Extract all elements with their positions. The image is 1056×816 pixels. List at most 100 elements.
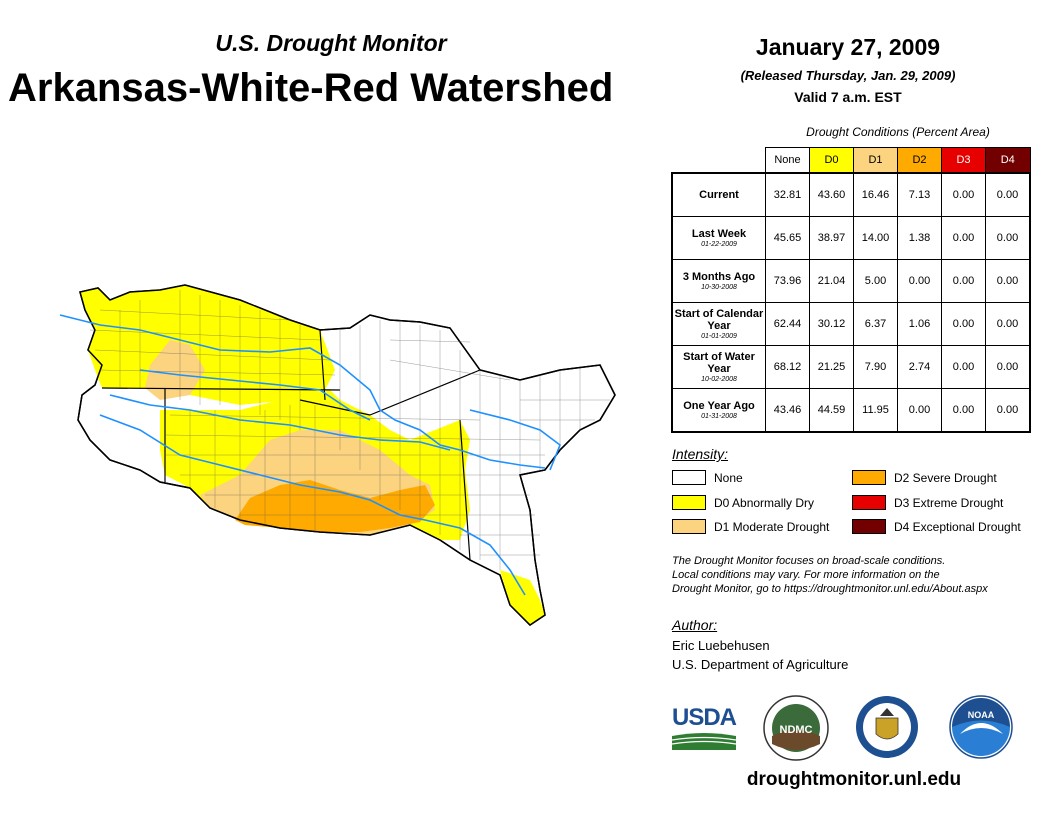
table-cell: 21.04	[809, 259, 854, 303]
column-header-d4: D4	[985, 147, 1031, 174]
drought-conditions-table: None D0 D1 D2 D3 D4 Current 32.81 43.60 16.…	[671, 147, 1031, 433]
legend-label: D4 Exceptional Drought	[894, 519, 1021, 534]
ndmc-logo: NDMC	[763, 695, 829, 761]
table-cell: 1.06	[897, 302, 942, 346]
column-header-d2: D2	[897, 147, 942, 174]
table-cell: 0.00	[941, 259, 986, 303]
column-header-d1: D1	[853, 147, 898, 174]
column-header-none: None	[765, 147, 810, 174]
legend-item: D0 Abnormally Dry	[672, 495, 814, 510]
table-cell: 44.59	[809, 388, 854, 433]
arkansas-river	[59, 314, 546, 469]
note-line-3: Drought Monitor, go to https://droughtmo…	[672, 583, 988, 595]
table-cell: 2.74	[897, 345, 942, 389]
table-header-row: None D0 D1 D2 D3 D4	[672, 147, 1031, 174]
table-cell: 0.00	[985, 259, 1031, 303]
row-label: Current	[671, 172, 766, 217]
table-row: Last Week 01-22-2009 45.65 38.97 14.00 1.38 0.…	[671, 216, 1031, 260]
table-cell: 0.00	[985, 345, 1031, 389]
map-subtitle: U.S. Drought Monitor	[215, 30, 447, 56]
legend-swatch	[852, 470, 886, 485]
table-cell: 62.44	[765, 302, 810, 346]
table-cell: 0.00	[941, 172, 986, 217]
column-header-d3: D3	[941, 147, 986, 174]
canadian-river	[109, 394, 451, 451]
table-cell: 43.46	[765, 388, 810, 433]
table-cell: 68.12	[765, 345, 810, 389]
table-cell: 7.13	[897, 172, 942, 217]
table-cell: 30.12	[809, 302, 854, 346]
noaa-logo: NOAA	[949, 695, 1013, 759]
legend-swatch	[672, 519, 706, 534]
table-cell: 0.00	[941, 302, 986, 346]
table-cell: 73.96	[765, 259, 810, 303]
legend-swatch	[852, 495, 886, 510]
table-row: 3 Months Ago 10-30-2008 73.96 21.04 5.00 0.00…	[671, 259, 1031, 303]
region-d0-southeast	[500, 570, 545, 625]
table-cell: 14.00	[853, 216, 898, 260]
cimarron-river	[139, 369, 371, 421]
table-row: Start of Water Year 10-02-2008 68.12 21.25 7…	[671, 345, 1031, 389]
legend-label: D3 Extreme Drought	[894, 495, 1004, 510]
table-cell: 5.00	[853, 259, 898, 303]
table-cell: 0.00	[985, 172, 1031, 217]
legend-item: D3 Extreme Drought	[852, 495, 1003, 510]
valid-time: Valid 7 a.m. EST	[794, 89, 902, 105]
legend-label: None	[714, 470, 743, 485]
usda-logo: USDA	[672, 704, 738, 750]
region-d2	[235, 480, 435, 532]
watershed-map	[59, 284, 616, 626]
table-cell: 0.00	[897, 388, 942, 433]
legend-item: D2 Severe Drought	[852, 470, 997, 485]
white-river	[469, 409, 561, 471]
row-label: 3 Months Ago 10-30-2008	[671, 259, 766, 303]
author-organization: U.S. Department of Agriculture	[672, 657, 849, 672]
table-cell: 1.38	[897, 216, 942, 260]
table-cell: 21.25	[809, 345, 854, 389]
table-cell: 16.46	[853, 172, 898, 217]
region-d0-north	[80, 285, 335, 405]
map-title: Arkansas-White-Red Watershed	[8, 66, 614, 110]
rivers	[59, 314, 561, 596]
table-cell: 0.00	[985, 216, 1031, 260]
table-cell: 11.95	[853, 388, 898, 433]
table-row: One Year Ago 01-31-2008 43.46 44.59 11.95 0.0…	[671, 388, 1031, 433]
table-cell: 0.00	[985, 302, 1031, 346]
legend-item: None	[672, 470, 743, 485]
author-name: Eric Luebehusen	[672, 638, 770, 653]
drought-monitor-note: The Drought Monitor focuses on broad-sca…	[672, 554, 1042, 596]
author-heading: Author:	[672, 617, 718, 633]
map-date: January 27, 2009	[755, 34, 941, 60]
legend-swatch	[852, 519, 886, 534]
table-cell: 0.00	[897, 259, 942, 303]
note-line-2: Local conditions may vary. For more info…	[672, 569, 940, 581]
table-cell: 0.00	[941, 216, 986, 260]
footer-url[interactable]: droughtmonitor.unl.edu	[746, 769, 962, 790]
doc-seal-logo	[856, 696, 918, 758]
note-line-1: The Drought Monitor focuses on broad-sca…	[672, 555, 946, 567]
table-cell: 0.00	[941, 345, 986, 389]
row-label: One Year Ago 01-31-2008	[671, 388, 766, 433]
row-label: Last Week 01-22-2009	[671, 216, 766, 260]
column-header-d0: D0	[809, 147, 854, 174]
svg-text:NOAA: NOAA	[968, 710, 995, 720]
table-cell: 32.81	[765, 172, 810, 217]
legend-swatch	[672, 495, 706, 510]
legend-heading: Intensity:	[672, 446, 729, 462]
row-label: Start of Calendar Year 01-01-2009	[671, 302, 766, 346]
table-cell: 45.65	[765, 216, 810, 260]
legend-label: D1 Moderate Drought	[714, 519, 830, 534]
table-cell: 0.00	[985, 388, 1031, 433]
table-cell: 6.37	[853, 302, 898, 346]
table-row: Current 32.81 43.60 16.46 7.13 0.00 0.00	[671, 172, 1031, 217]
svg-text:NDMC: NDMC	[780, 724, 813, 736]
table-cell: 7.90	[853, 345, 898, 389]
release-date: (Released Thursday, Jan. 29, 2009)	[740, 68, 956, 83]
legend-label: D2 Severe Drought	[894, 470, 997, 485]
table-cell: 43.60	[809, 172, 854, 217]
table-row: Start of Calendar Year 01-01-2009 62.44 30.…	[671, 302, 1031, 346]
legend-label: D0 Abnormally Dry	[714, 495, 815, 510]
table-caption: Drought Conditions (Percent Area)	[806, 125, 990, 139]
legend-swatch	[672, 470, 706, 485]
red-river	[99, 414, 526, 596]
